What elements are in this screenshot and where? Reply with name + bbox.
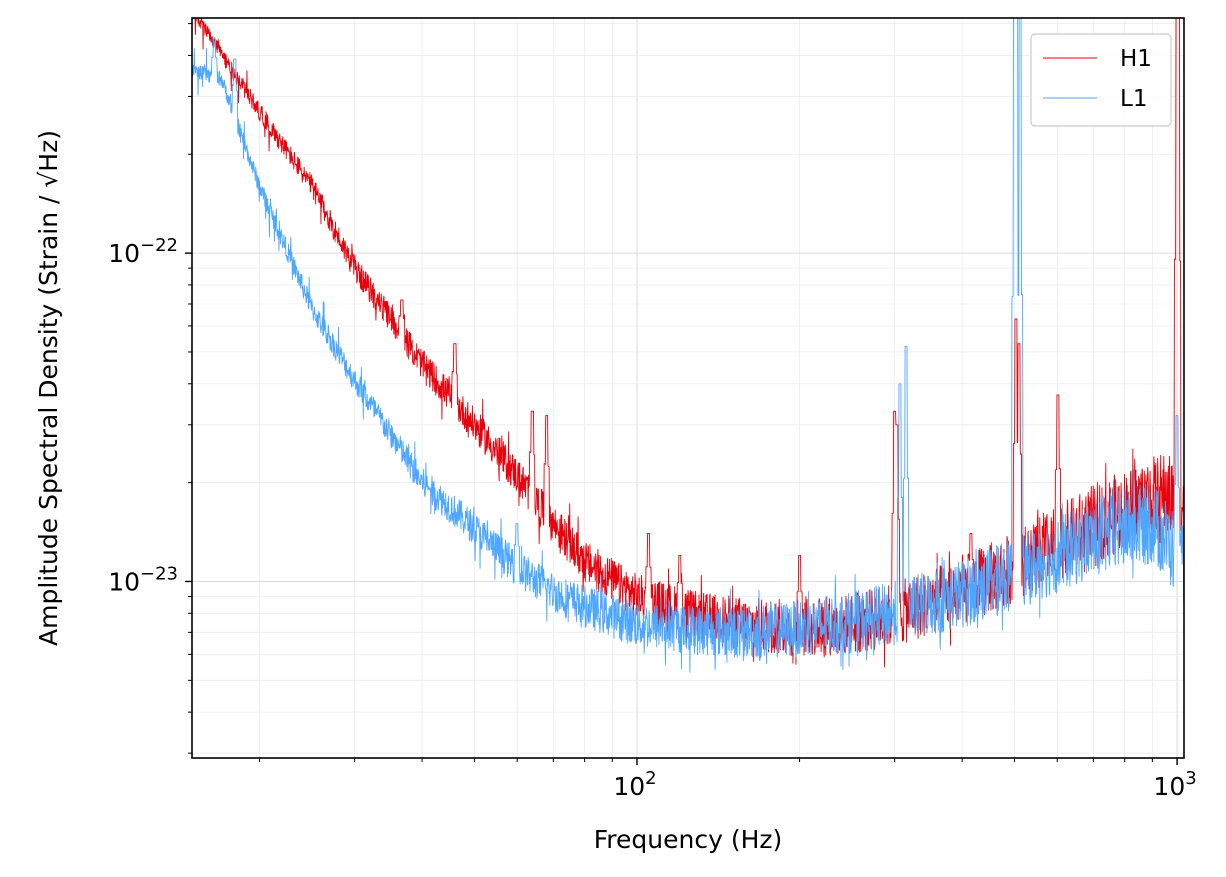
grid: [192, 18, 1184, 758]
legend-box: [1030, 33, 1172, 127]
legend-label-l1: L1: [1120, 86, 1147, 112]
series-line-l1: [192, 18, 1184, 673]
legend-label-h1: H1: [1120, 46, 1152, 72]
y-tick-label: 10−23: [108, 563, 178, 596]
x-tick-label: 103: [1153, 768, 1196, 801]
x-axis-label: Frequency (Hz): [594, 825, 783, 854]
plot-area: [192, 18, 1184, 673]
axes-frame: [191, 17, 1185, 759]
legend: H1 L1: [1030, 33, 1172, 127]
y-tick-label: 10−22: [108, 235, 178, 268]
axis-ticks: 102 103 10−23 10−22: [108, 23, 1197, 801]
x-tick-label: 102: [613, 768, 656, 801]
y-axis-label: Amplitude Spectral Density (Strain / √Hz…: [34, 130, 63, 646]
series-line-h1: [193, 18, 1184, 668]
